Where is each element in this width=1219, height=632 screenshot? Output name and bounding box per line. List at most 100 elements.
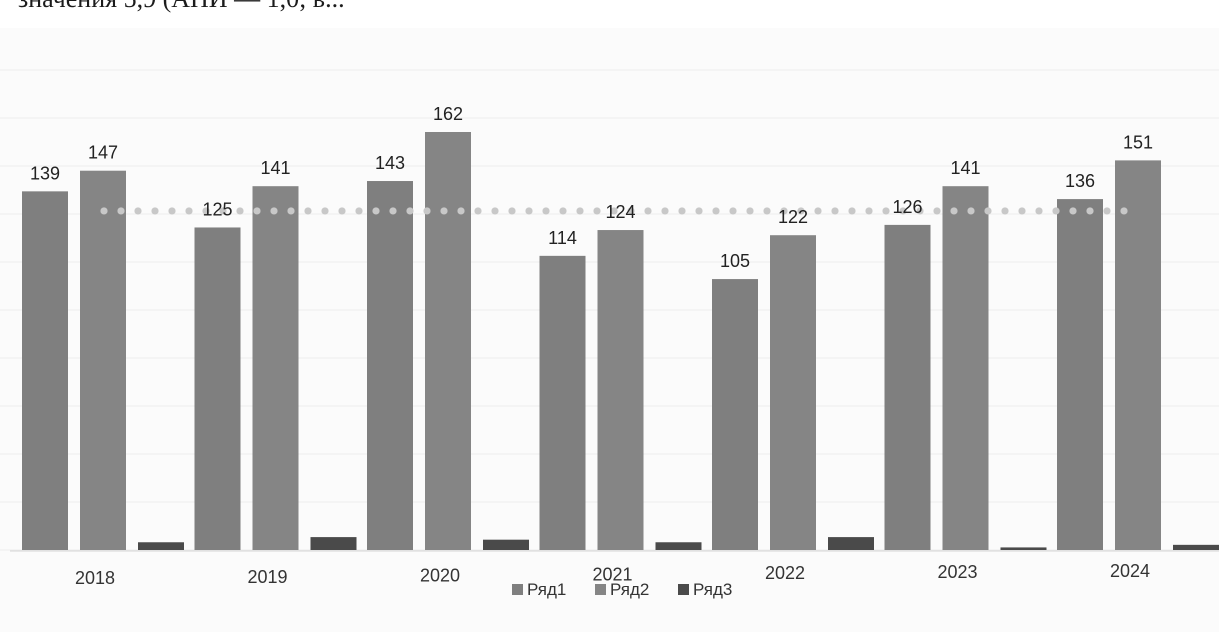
x-tick-2024: 2024 xyxy=(1110,561,1150,581)
bar-1-2019 xyxy=(194,227,241,551)
bar-3-2023 xyxy=(1000,547,1047,550)
average-dot xyxy=(457,207,465,215)
average-dot xyxy=(168,207,176,215)
x-tick-2020: 2020 xyxy=(420,566,460,586)
legend-swatch-2 xyxy=(595,584,606,595)
average-dot xyxy=(695,207,703,215)
bar-3-2022 xyxy=(828,537,874,550)
bar-2-2022 xyxy=(770,235,816,550)
average-dot xyxy=(576,207,584,215)
average-dot xyxy=(916,207,924,215)
average-dot xyxy=(1018,207,1026,215)
average-dot xyxy=(780,207,788,215)
bar-3-2019 xyxy=(310,537,357,550)
bar-3-2020 xyxy=(483,539,529,550)
average-dot xyxy=(134,207,142,215)
average-dot xyxy=(899,207,907,215)
average-dot xyxy=(967,207,975,215)
data-label-1-2024: 136 xyxy=(1065,171,1095,191)
bar-2-2023 xyxy=(942,186,989,550)
average-dot xyxy=(236,207,244,215)
average-dot xyxy=(797,207,805,215)
average-dot xyxy=(270,207,278,215)
bar-3-2018 xyxy=(138,542,184,550)
average-dot xyxy=(1035,207,1043,215)
data-label-2-2018: 147 xyxy=(88,143,118,163)
average-dot xyxy=(355,207,363,215)
average-dot xyxy=(627,207,635,215)
average-dot xyxy=(338,207,346,215)
average-dot xyxy=(882,207,890,215)
average-dot xyxy=(1069,207,1077,215)
data-label-2-2019: 141 xyxy=(260,158,290,178)
average-dot xyxy=(559,207,567,215)
average-dot xyxy=(831,207,839,215)
average-dot xyxy=(151,207,159,215)
bar-1-2022 xyxy=(712,279,758,550)
data-label-1-2018: 139 xyxy=(30,163,60,183)
bar-2-2024 xyxy=(1115,160,1161,550)
bar-1-2018 xyxy=(22,191,68,550)
average-dot xyxy=(304,207,312,215)
average-dot xyxy=(729,207,737,215)
average-dot xyxy=(610,207,618,215)
legend-swatch-3 xyxy=(678,584,689,595)
average-dot xyxy=(644,207,652,215)
average-dot xyxy=(287,207,295,215)
average-dot xyxy=(202,207,210,215)
bar-1-2020 xyxy=(367,181,413,550)
data-label-1-2021: 114 xyxy=(548,228,577,248)
bar-1-2024 xyxy=(1057,199,1103,550)
data-label-2-2020: 162 xyxy=(433,104,463,124)
average-dot xyxy=(525,207,533,215)
average-dot xyxy=(474,207,482,215)
average-dot xyxy=(117,207,125,215)
average-dot xyxy=(746,207,754,215)
data-label-1-2019: 125 xyxy=(202,199,232,219)
average-dot xyxy=(253,207,261,215)
average-dot xyxy=(389,207,397,215)
x-tick-2019: 2019 xyxy=(247,567,287,587)
average-dot xyxy=(1001,207,1009,215)
average-dot xyxy=(661,207,669,215)
bars xyxy=(22,132,1219,551)
average-dot xyxy=(542,207,550,215)
average-dot xyxy=(185,207,193,215)
average-dot xyxy=(712,207,720,215)
average-dot xyxy=(763,207,771,215)
legend-label-2: Ряд2 xyxy=(610,580,649,599)
average-dot xyxy=(491,207,499,215)
average-dot xyxy=(1086,207,1094,215)
average-dot xyxy=(423,207,431,215)
data-label-2-2022: 122 xyxy=(778,207,808,227)
bar-3-2024 xyxy=(1173,544,1219,550)
legend-label-1: Ряд1 xyxy=(527,580,566,599)
data-label-1-2022: 105 xyxy=(720,251,750,271)
average-dot xyxy=(508,207,516,215)
data-label-2-2024: 151 xyxy=(1123,132,1153,152)
average-dot xyxy=(1052,207,1060,215)
bar-2-2020 xyxy=(425,132,471,550)
average-dot xyxy=(984,207,992,215)
x-tick-2023: 2023 xyxy=(937,562,977,582)
average-dot xyxy=(100,207,108,215)
x-tick-labels: 2018 2019 2020 2021 2022 2023 2024 xyxy=(75,561,1150,588)
x-tick-2021: 2021 xyxy=(592,564,632,584)
legend-label-3: Ряд3 xyxy=(693,580,732,599)
average-dot xyxy=(814,207,822,215)
cropped-text-line: значения 5,9 (АНИ — 1,0; в... xyxy=(18,0,345,14)
average-line xyxy=(100,207,1128,215)
average-dot xyxy=(372,207,380,215)
legend: Ряд1 Ряд2 Ряд3 xyxy=(512,580,732,599)
average-dot xyxy=(440,207,448,215)
bar-2-2019 xyxy=(252,186,299,550)
average-dot xyxy=(219,207,227,215)
average-dot xyxy=(848,207,856,215)
average-dot xyxy=(933,207,941,215)
average-dot xyxy=(406,207,414,215)
average-dot xyxy=(1103,207,1111,215)
bar-2-2021 xyxy=(597,230,644,550)
data-labels: 139 147 125 141 143 162 114 124 105 122 126 141 136 1… xyxy=(30,104,1153,271)
average-dot xyxy=(950,207,958,215)
average-dot xyxy=(321,207,329,215)
